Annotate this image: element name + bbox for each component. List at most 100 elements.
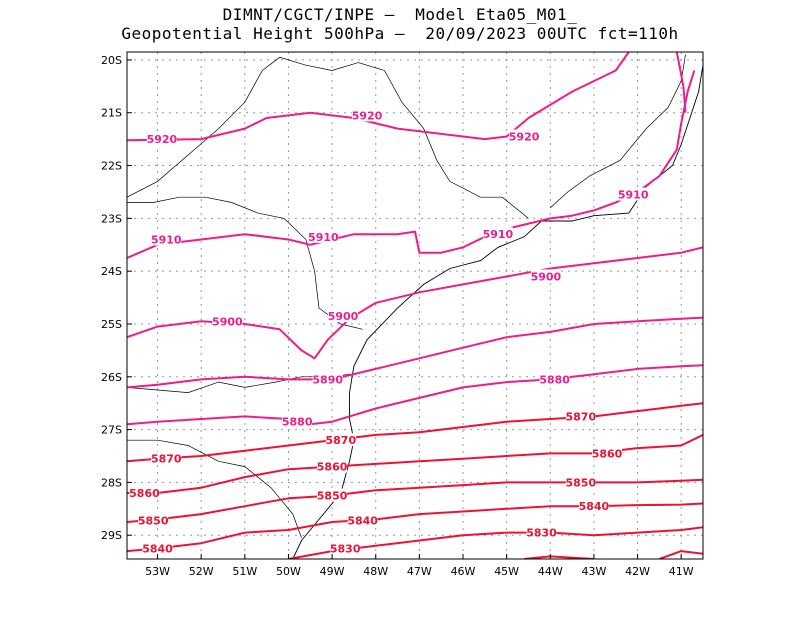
contour-label-bg — [539, 372, 570, 386]
contour-label-5870: 5870 — [151, 453, 182, 466]
contour-5900 — [127, 246, 703, 360]
plot-frame — [126, 51, 704, 560]
contour-label-5860: 5860 — [317, 461, 348, 474]
contour-label-bg — [138, 513, 169, 527]
contour-label-bg — [317, 488, 348, 502]
contour-label-bg — [347, 513, 378, 527]
lon-tick-label: 51W — [232, 565, 257, 578]
contour-label-5910: 5910 — [151, 233, 182, 246]
lon-tick-label: 47W — [407, 565, 432, 578]
lon-tick-label: 49W — [320, 565, 345, 578]
contour-label-bg — [565, 475, 596, 489]
lon-tick-label: 46W — [451, 565, 476, 578]
contour-label-5910: 5910 — [483, 228, 514, 241]
contour-label-bg — [565, 409, 596, 423]
lon-tick-label: 41W — [669, 565, 694, 578]
grid-lines — [127, 52, 703, 559]
lon-tick-label: 44W — [538, 565, 563, 578]
lon-tick-label: 45W — [494, 565, 519, 578]
lat-tick-label: 23S — [101, 212, 122, 225]
contour-label-bg — [325, 433, 356, 447]
lon-tick-label: 52W — [189, 565, 214, 578]
contour-label-5910: 5910 — [618, 189, 649, 202]
contour-labels: 5920 5920 5920 5910 5910 5910 5910 5900 5900 5900… — [129, 108, 649, 555]
lat-tick-label: 29S — [101, 529, 122, 542]
contour-label-5920: 5920 — [147, 133, 178, 146]
contour-label-bg — [142, 541, 173, 555]
contour-5820 — [659, 550, 703, 559]
contour-label-bg — [129, 485, 160, 499]
contour-5840 — [127, 502, 703, 553]
contour-label-5840: 5840 — [579, 500, 610, 513]
contour-label-bg — [146, 132, 177, 146]
lat-tick-label: 21S — [101, 107, 122, 120]
contour-label-bg — [592, 446, 622, 460]
contour-5910 — [127, 70, 696, 259]
lat-tick-label: 26S — [101, 371, 122, 384]
contour-label-5900: 5900 — [212, 315, 243, 328]
contour-label-5860: 5860 — [129, 487, 160, 500]
lon-tick-label: 48W — [363, 565, 388, 578]
contour-label-5890: 5890 — [312, 373, 343, 386]
contour-5860 — [127, 434, 703, 494]
lon-tick-label: 43W — [581, 565, 606, 578]
contour-label-5840: 5840 — [347, 514, 378, 527]
contour-label-bg — [482, 227, 513, 241]
contour-label-5910: 5910 — [308, 231, 339, 244]
contour-label-5900: 5900 — [328, 310, 359, 323]
contour-label-5880: 5880 — [282, 416, 313, 429]
axis-labels: 53W 52W 51W 50W 49W 48W 47W 46W 45W 44W 43W 42W 41W 2… — [101, 54, 694, 578]
lon-tick-label: 53W — [145, 565, 170, 578]
lat-tick-label: 25S — [101, 318, 122, 331]
contour-label-5860: 5860 — [592, 447, 623, 460]
contour-label-5920: 5920 — [352, 109, 383, 122]
contour-label-bg — [212, 314, 243, 328]
contour-5920 — [127, 52, 630, 142]
contour-label-5840: 5840 — [142, 542, 173, 555]
lat-tick-label: 22S — [101, 160, 122, 173]
contour-5850 — [127, 478, 703, 523]
lat-tick-label: 27S — [101, 424, 122, 437]
contour-label-bg — [317, 459, 348, 473]
contour-label-5830: 5830 — [330, 542, 361, 555]
contour-label-bg — [530, 269, 561, 283]
contour-label-bg — [578, 499, 609, 513]
contour-5830 — [288, 526, 703, 559]
contour-5870 — [127, 402, 703, 463]
state-border — [127, 56, 529, 219]
contour-label-bg — [509, 129, 540, 143]
title-line-2: Geopotential Height 500hPa – 20/09/2023 … — [121, 24, 679, 43]
contour-label-bg — [282, 414, 313, 428]
contour-label-5880: 5880 — [539, 373, 570, 386]
contour-5880 — [127, 364, 703, 426]
contour-label-bg — [618, 187, 649, 201]
state-border — [127, 196, 363, 330]
state-border — [127, 439, 302, 539]
lat-tick-label: 28S — [101, 476, 122, 489]
contour-label-5870: 5870 — [326, 434, 357, 447]
lat-tick-label: 20S — [101, 54, 122, 67]
contour-label-bg — [151, 451, 182, 465]
lon-tick-label: 42W — [625, 565, 650, 578]
contour-layer — [127, 52, 703, 559]
contour-label-bg — [312, 372, 343, 386]
contour-label-bg — [151, 232, 182, 246]
contour-label-bg — [330, 541, 361, 555]
contour-5890 — [127, 316, 703, 389]
lon-tick-label: 50W — [276, 565, 301, 578]
contour-label-bg — [526, 525, 557, 539]
contour-label-5830: 5830 — [526, 527, 557, 540]
contour-label-5850: 5850 — [317, 490, 348, 503]
lat-tick-label: 24S — [101, 265, 122, 278]
contour-label-5900: 5900 — [531, 270, 562, 283]
contour-label-bg — [352, 108, 382, 122]
coastline — [292, 65, 703, 559]
contour-label-bg — [328, 309, 358, 323]
title-line-1: DIMNT/CGCT/INPE – Model Eta05_M01_ — [222, 5, 578, 24]
contour-label-5850: 5850 — [138, 514, 169, 527]
contour-label-5850: 5850 — [566, 476, 597, 489]
contour-label-bg — [308, 229, 339, 243]
contour-label-5870: 5870 — [566, 410, 597, 423]
contour-label-5920: 5920 — [509, 131, 540, 144]
